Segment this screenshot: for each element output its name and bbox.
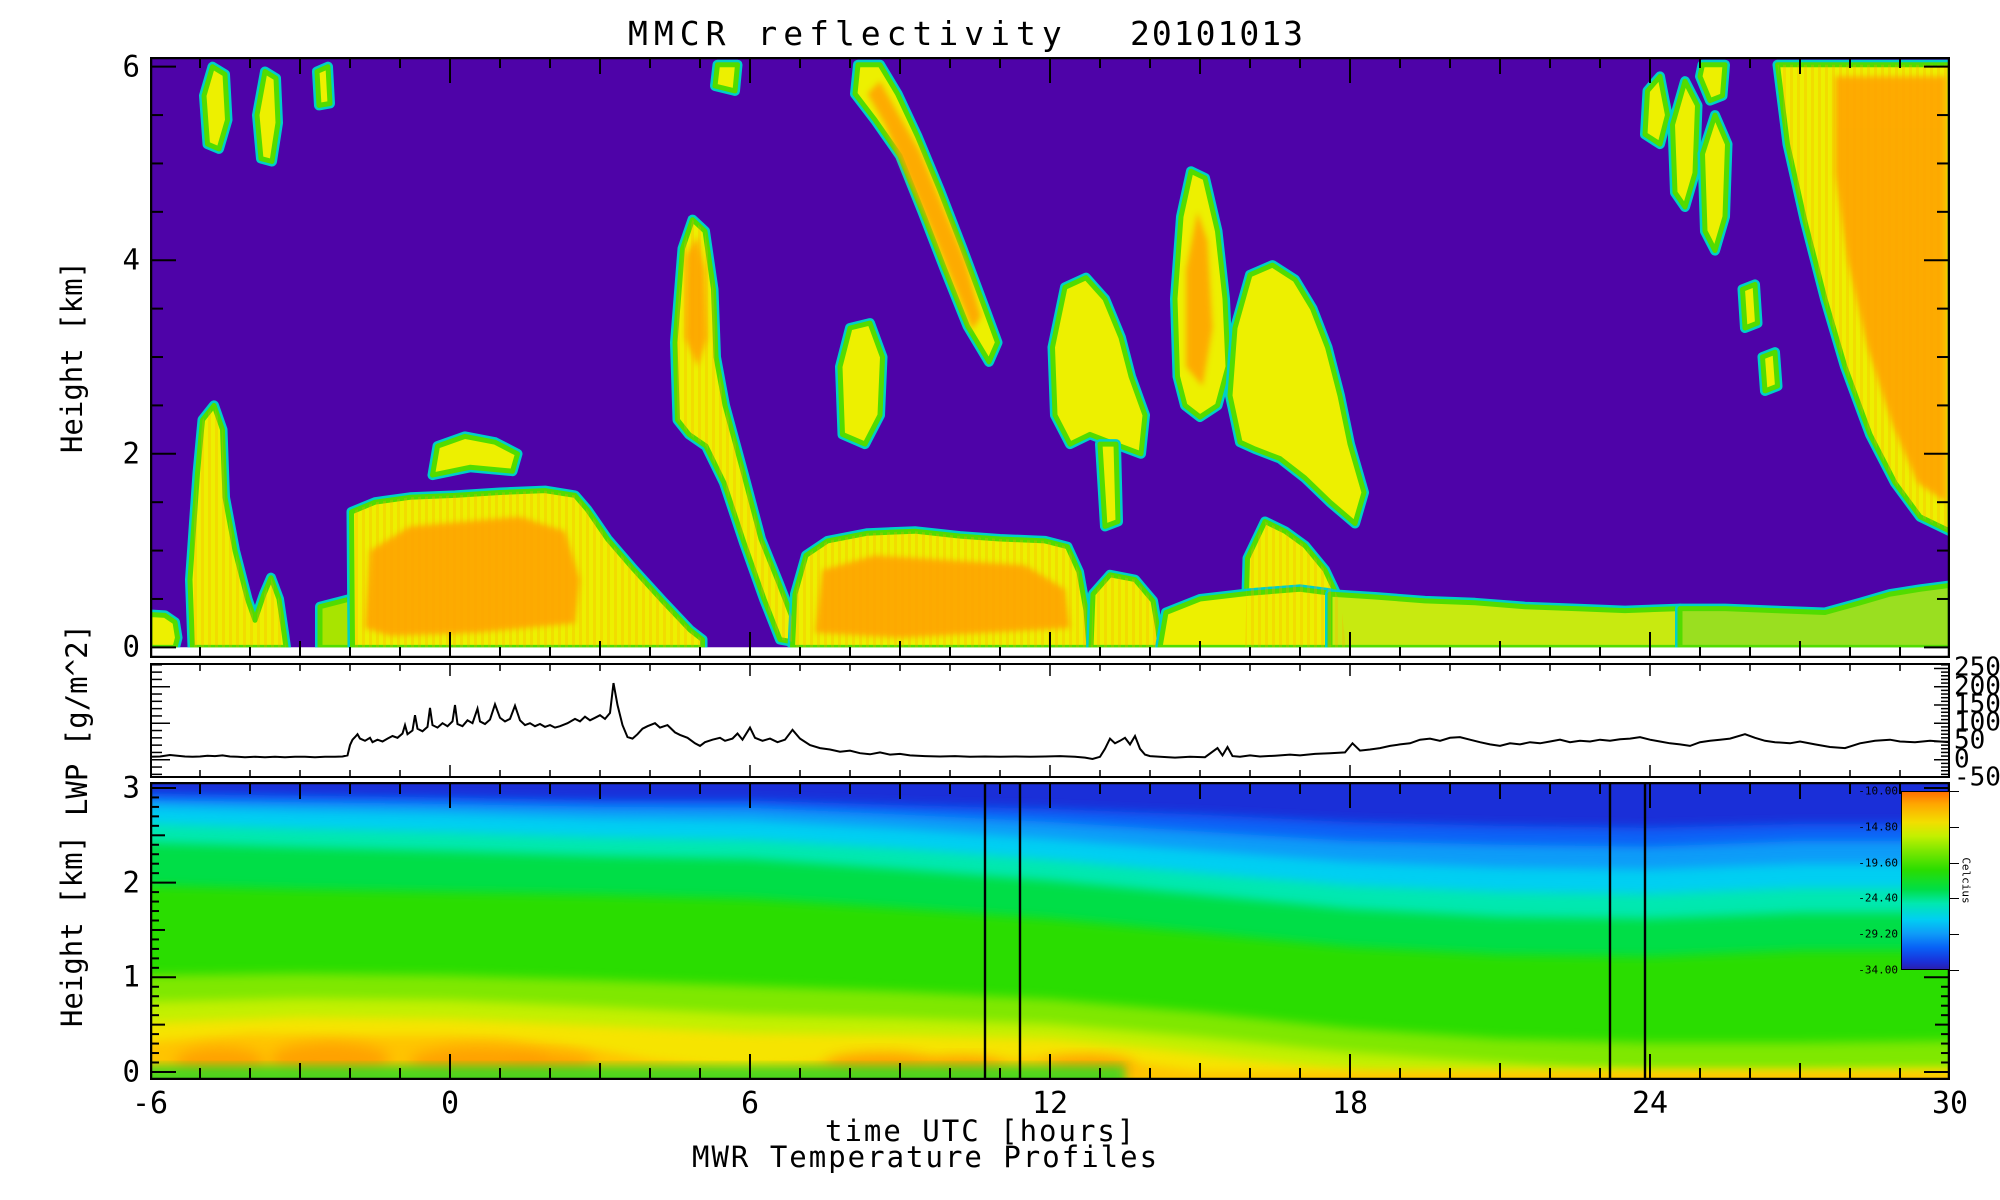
colorbar-tick-label: -29.20 [1858, 927, 1898, 941]
lwp-ytick-label: 0 [1954, 744, 1970, 775]
temperature-y-axis-label: Height [km] [55, 834, 89, 1028]
refl-ytick-label: 2 [122, 436, 140, 471]
x-tick-label: 12 [1031, 1086, 1069, 1121]
x-tick-label: 6 [740, 1086, 760, 1121]
colorbar-tick [1950, 934, 1959, 936]
lwp-panel [150, 663, 1950, 778]
colorbar-tick [1950, 826, 1959, 828]
colorbar-tick [1950, 791, 1959, 792]
colorbar-tick-label: -19.60 [1858, 856, 1898, 870]
x-tick-label: 30 [1931, 1086, 1969, 1121]
colorbar-tick [1950, 898, 1959, 900]
lwp-ytick-label: 200 [1954, 671, 2000, 702]
temp-ytick-label: 2 [122, 864, 140, 899]
x-tick-label: 0 [440, 1086, 460, 1121]
lwp-ytick-label: 150 [1954, 689, 2000, 720]
reflectivity-panel [150, 57, 1950, 658]
reflectivity-y-axis-label: Height [km] [55, 260, 89, 454]
refl-ytick-label: 6 [122, 48, 140, 83]
x-axis-label: time UTC [hours] [825, 1114, 1137, 1148]
x-tick-label: 24 [1631, 1086, 1669, 1121]
refl-ytick-label: 4 [122, 242, 140, 277]
colorbar-tick-label: -10.00 [1858, 784, 1898, 798]
lwp-ytick-label: 100 [1954, 707, 2000, 738]
refl-ytick-label: 0 [122, 629, 140, 664]
chart-title: MMCR reflectivity [628, 14, 1068, 53]
colorbar [1901, 791, 1950, 970]
colorbar-tick [1950, 970, 1959, 971]
temperature-panel [150, 782, 1950, 1080]
chart-date: 20101013 [1130, 14, 1305, 53]
colorbar-tick-label: -24.40 [1858, 891, 1898, 905]
figure-subtitle: MWR Temperature Profiles [692, 1140, 1160, 1174]
x-tick-label: 18 [1331, 1086, 1369, 1121]
colorbar-title: Celcius [1959, 857, 1973, 904]
colorbar-tick [1950, 862, 1959, 864]
temp-ytick-label: 0 [122, 1054, 140, 1089]
colorbar-tick-label: -14.80 [1858, 820, 1898, 834]
lwp-ytick-label: 250 [1954, 652, 2000, 683]
lwp-ytick-label: -50 [1954, 762, 2000, 793]
colorbar-tick-label: -34.00 [1858, 963, 1898, 977]
temp-ytick-label: 1 [122, 959, 140, 994]
lwp-y-axis-label: LWP [g/m^2] [60, 623, 94, 817]
temp-ytick-label: 3 [122, 770, 140, 805]
x-tick-label: -6 [131, 1086, 169, 1121]
lwp-ytick-label: 50 [1954, 725, 1986, 756]
